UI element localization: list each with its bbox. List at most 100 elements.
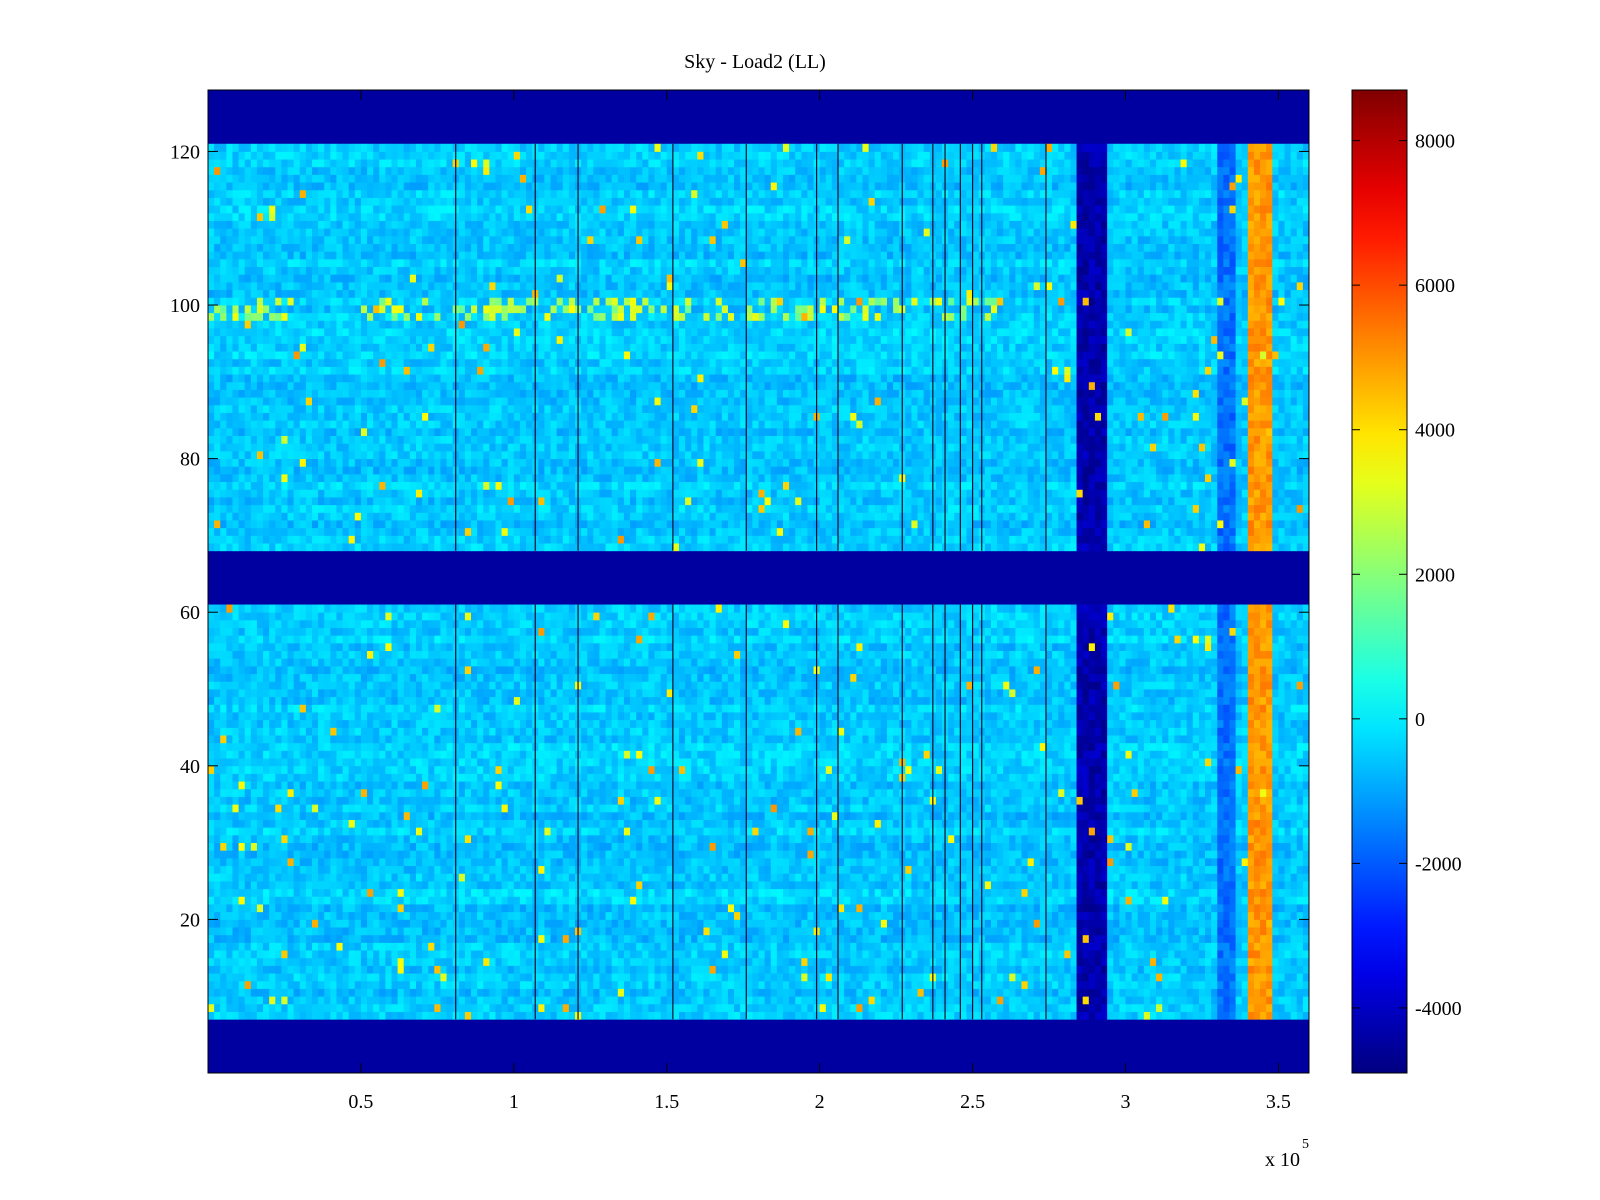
heatmap-cell <box>459 989 466 997</box>
heatmap-cell <box>1022 973 1029 981</box>
heatmap-cell <box>465 981 472 989</box>
heatmap-cell <box>881 965 888 973</box>
heatmap-cell <box>918 981 925 989</box>
heatmap-cell <box>875 896 882 904</box>
heatmap-cell <box>1058 896 1065 904</box>
heatmap-cell <box>587 827 594 835</box>
heatmap-cell <box>312 804 319 812</box>
heatmap-cell <box>1009 1012 1016 1020</box>
heatmap-cell <box>343 843 350 851</box>
heatmap-cell <box>526 850 533 858</box>
heatmap-cell <box>1101 812 1108 820</box>
heatmap-cell <box>826 958 833 966</box>
heatmap-cell <box>777 981 784 989</box>
heatmap-cell <box>734 958 741 966</box>
heatmap-cell <box>1052 912 1059 920</box>
heatmap-cell <box>514 850 521 858</box>
heatmap-cell <box>1187 820 1194 828</box>
heatmap-cell <box>1052 812 1059 820</box>
heatmap-cell <box>581 935 588 943</box>
heatmap-cell <box>563 873 570 881</box>
heatmap-cell <box>691 843 698 851</box>
heatmap-cell <box>905 973 912 981</box>
heatmap-cell <box>1193 820 1200 828</box>
heatmap-cell <box>226 1004 233 1012</box>
heatmap-cell <box>1266 904 1273 912</box>
heatmap-cell <box>551 912 558 920</box>
heatmap-cell <box>1162 919 1169 927</box>
heatmap-cell <box>1034 858 1041 866</box>
heatmap-cell <box>495 1012 502 1020</box>
heatmap-cell <box>1254 850 1261 858</box>
heatmap-cell <box>434 850 441 858</box>
heatmap-cell <box>801 827 808 835</box>
heatmap-cell <box>612 804 619 812</box>
heatmap-cell <box>1119 858 1126 866</box>
heatmap-cell <box>1193 912 1200 920</box>
heatmap-cell <box>514 1004 521 1012</box>
heatmap-cell <box>422 858 429 866</box>
heatmap-cell <box>924 973 931 981</box>
heatmap-cell <box>881 881 888 889</box>
heatmap-cell <box>294 812 301 820</box>
heatmap-cell <box>1034 904 1041 912</box>
heatmap-cell <box>1174 904 1181 912</box>
heatmap-cell <box>1156 919 1163 927</box>
heatmap-cell <box>807 912 814 920</box>
heatmap-cell <box>440 912 447 920</box>
heatmap-cell <box>685 812 692 820</box>
heatmap-cell <box>746 927 753 935</box>
heatmap-cell <box>985 835 992 843</box>
heatmap-cell <box>789 919 796 927</box>
heatmap-cell <box>281 950 288 958</box>
heatmap-cell <box>251 858 258 866</box>
heatmap-cell <box>918 919 925 927</box>
heatmap-cell <box>251 889 258 897</box>
heatmap-cell <box>624 804 631 812</box>
heatmap-cell <box>1278 820 1285 828</box>
heatmap-cell <box>275 981 282 989</box>
heatmap-cell <box>1015 912 1022 920</box>
heatmap-cell <box>1181 935 1188 943</box>
heatmap-cell <box>281 896 288 904</box>
heatmap-cell <box>636 850 643 858</box>
heatmap-cell <box>526 866 533 874</box>
heatmap-cell <box>1132 973 1139 981</box>
heatmap-cell <box>1015 896 1022 904</box>
heatmap-cell <box>1211 912 1218 920</box>
heatmap-cell <box>801 927 808 935</box>
heatmap-cell <box>257 827 264 835</box>
heatmap-cell <box>826 1012 833 1020</box>
heatmap-cell <box>612 958 619 966</box>
heatmap-cell <box>251 981 258 989</box>
heatmap-cell <box>1077 858 1084 866</box>
heatmap-cell <box>569 912 576 920</box>
heatmap-cell <box>648 904 655 912</box>
heatmap-cell <box>630 835 637 843</box>
heatmap-cell <box>820 866 827 874</box>
heatmap-cell <box>807 942 814 950</box>
heatmap-cell <box>581 958 588 966</box>
heatmap-cell <box>239 827 246 835</box>
heatmap-cell <box>355 827 362 835</box>
heatmap-cell <box>489 858 496 866</box>
heatmap-cell <box>520 1012 527 1020</box>
heatmap-cell <box>636 981 643 989</box>
heatmap-cell <box>801 958 808 966</box>
heatmap-cell <box>783 896 790 904</box>
heatmap-cell <box>214 881 221 889</box>
heatmap-cell <box>985 1004 992 1012</box>
heatmap-cell <box>624 935 631 943</box>
heatmap-cell <box>1303 1012 1310 1020</box>
heatmap-cell <box>722 973 729 981</box>
heatmap-cell <box>1174 958 1181 966</box>
heatmap-cell <box>771 989 778 997</box>
heatmap-cell <box>1187 958 1194 966</box>
heatmap-cell <box>642 919 649 927</box>
heatmap-cell <box>869 896 876 904</box>
heatmap-cell <box>593 1004 600 1012</box>
heatmap-cell <box>826 904 833 912</box>
heatmap-cell <box>1095 866 1102 874</box>
heatmap-cell <box>300 835 307 843</box>
heatmap-cell <box>440 942 447 950</box>
